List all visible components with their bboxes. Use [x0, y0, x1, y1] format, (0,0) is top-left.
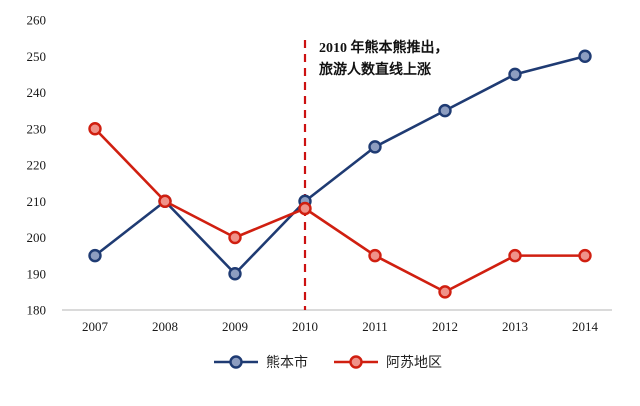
data-point-marker [228, 267, 242, 281]
legend-marker-icon [349, 355, 363, 369]
y-axis-tick-label: 180 [27, 303, 47, 318]
y-axis-tick-label: 220 [27, 158, 47, 173]
x-axis-tick-label: 2007 [82, 319, 109, 334]
x-axis-tick-label: 2008 [152, 319, 178, 334]
y-axis-tick-label: 230 [27, 121, 47, 136]
series-line-0 [93, 54, 587, 276]
data-point-marker [508, 248, 522, 263]
y-axis-tick-label: 210 [27, 194, 47, 209]
series-line-1 [93, 127, 587, 294]
x-axis-tick-label: 2010 [292, 319, 318, 334]
data-point-marker [158, 194, 172, 208]
y-axis-tick-label: 190 [27, 266, 47, 281]
data-point-marker [228, 230, 242, 245]
data-point-marker [368, 248, 382, 263]
data-point-marker [578, 49, 592, 63]
legend-label: 熊本市 [266, 354, 308, 370]
x-axis-tick-label: 2014 [572, 319, 599, 334]
x-axis-tick-label: 2012 [432, 319, 458, 334]
data-point-marker [368, 140, 382, 154]
annotation-text-line: 2010 年熊本熊推出， [319, 39, 449, 56]
data-point-marker [298, 201, 312, 216]
y-axis-tick-label: 260 [27, 13, 47, 28]
data-point-marker [438, 103, 452, 118]
data-point-marker [88, 248, 102, 263]
y-axis-tick-label: 250 [27, 49, 47, 64]
y-axis-tick-label: 240 [27, 85, 47, 100]
legend-label: 阿苏地区 [386, 354, 442, 370]
data-point-marker [508, 67, 522, 82]
data-point-marker [438, 285, 452, 299]
x-axis-tick-label: 2011 [362, 319, 388, 334]
data-point-marker [578, 248, 592, 263]
y-axis-tick-label: 200 [27, 230, 47, 245]
data-point-marker [88, 122, 102, 136]
x-axis-tick-label: 2009 [222, 319, 248, 334]
legend-marker-icon [229, 355, 243, 369]
annotation-text-line: 旅游人数直线上涨 [319, 61, 431, 78]
x-axis-tick-label: 2013 [502, 319, 528, 334]
